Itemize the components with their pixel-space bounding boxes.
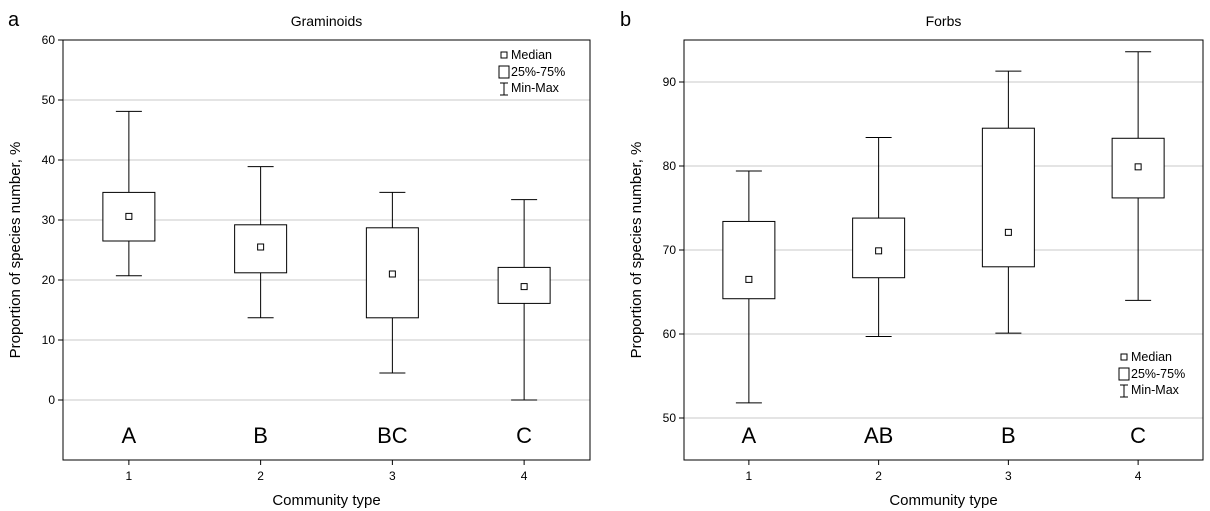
- plot-frame: [62, 39, 591, 461]
- median-marker: [520, 283, 528, 291]
- box-category-4: [497, 199, 551, 401]
- median-marker: [1134, 163, 1142, 171]
- median-marker: [745, 275, 753, 283]
- y-tick-label: 40: [42, 153, 56, 167]
- y-tick-label: 0: [48, 393, 55, 407]
- box-category-1: [722, 170, 776, 404]
- legend-median-icon: [1120, 353, 1128, 361]
- x-tick-label: 3: [389, 469, 396, 483]
- y-tick-label: 30: [42, 213, 56, 227]
- y-axis-label: Proportion of species number, %: [7, 142, 24, 359]
- y-tick-label: 50: [42, 93, 56, 107]
- x-axis-label: Community type: [889, 492, 997, 509]
- y-tick-label: 20: [42, 273, 56, 287]
- legend-iqr-label: 25%-75%: [1131, 367, 1185, 381]
- legend-iqr-icon: [1118, 367, 1130, 381]
- group-letter: BC: [377, 423, 408, 448]
- group-letter: C: [1130, 423, 1146, 448]
- y-tick-label: 90: [663, 75, 677, 89]
- group-letter: B: [1001, 423, 1016, 448]
- legend: Median 25%-75% Min-Max: [498, 48, 565, 96]
- legend-range-label: Min-Max: [1131, 383, 1180, 397]
- legend-range-label: Min-Max: [511, 81, 560, 95]
- y-tick-label: 10: [42, 333, 56, 347]
- x-tick-label: 1: [746, 469, 753, 483]
- legend-median-label: Median: [511, 48, 552, 62]
- chart-panel-a: 0 10 20 30 40 50 60 1 2 3 4 A B BC C Graminoids a Communi…: [7, 9, 591, 509]
- median-marker: [1004, 228, 1012, 236]
- x-tick-label: 3: [1005, 469, 1012, 483]
- median-marker: [257, 243, 265, 251]
- y-axis-label: Proportion of species number, %: [628, 142, 645, 359]
- group-letter: B: [253, 423, 268, 448]
- box-category-3: [365, 191, 419, 374]
- chart-panel-b: 50 60 70 80 90 1 2 3 4 A AB B C Forbs b Community type P…: [620, 9, 1204, 509]
- x-tick-label: 1: [126, 469, 133, 483]
- legend-median-icon: [500, 51, 508, 59]
- y-tick-label: 80: [663, 159, 677, 173]
- median-marker: [388, 270, 396, 278]
- x-tick-label: 4: [1135, 469, 1142, 483]
- group-letter: A: [122, 423, 137, 448]
- median-marker: [875, 247, 883, 255]
- x-tick-label: 2: [257, 469, 264, 483]
- median-marker: [125, 212, 133, 220]
- x-axis-label: Community type: [272, 492, 380, 509]
- y-tick-label: 50: [663, 411, 677, 425]
- legend-iqr-label: 25%-75%: [511, 65, 565, 79]
- iqr-box: [234, 224, 288, 274]
- y-tick-label: 60: [42, 33, 56, 47]
- box-category-2: [852, 136, 906, 338]
- panel-label: a: [8, 9, 20, 31]
- iqr-box: [981, 127, 1035, 268]
- x-tick-label: 4: [521, 469, 528, 483]
- box-category-1: [102, 110, 156, 277]
- chart-title: Forbs: [926, 13, 962, 29]
- iqr-box: [722, 220, 776, 300]
- box-category-4: [1111, 51, 1165, 301]
- y-tick-label: 60: [663, 327, 677, 341]
- group-letter: C: [516, 423, 532, 448]
- x-tick-label: 2: [875, 469, 882, 483]
- chart-title: Graminoids: [291, 13, 363, 29]
- group-letter: AB: [864, 423, 893, 448]
- y-tick-label: 70: [663, 243, 677, 257]
- box-category-2: [234, 166, 288, 319]
- panel-label: b: [620, 9, 631, 31]
- group-letter: A: [742, 423, 757, 448]
- legend-iqr-icon: [498, 65, 510, 79]
- legend-median-label: Median: [1131, 350, 1172, 364]
- legend: Median 25%-75% Min-Max: [1118, 350, 1185, 398]
- box-category-3: [981, 70, 1035, 334]
